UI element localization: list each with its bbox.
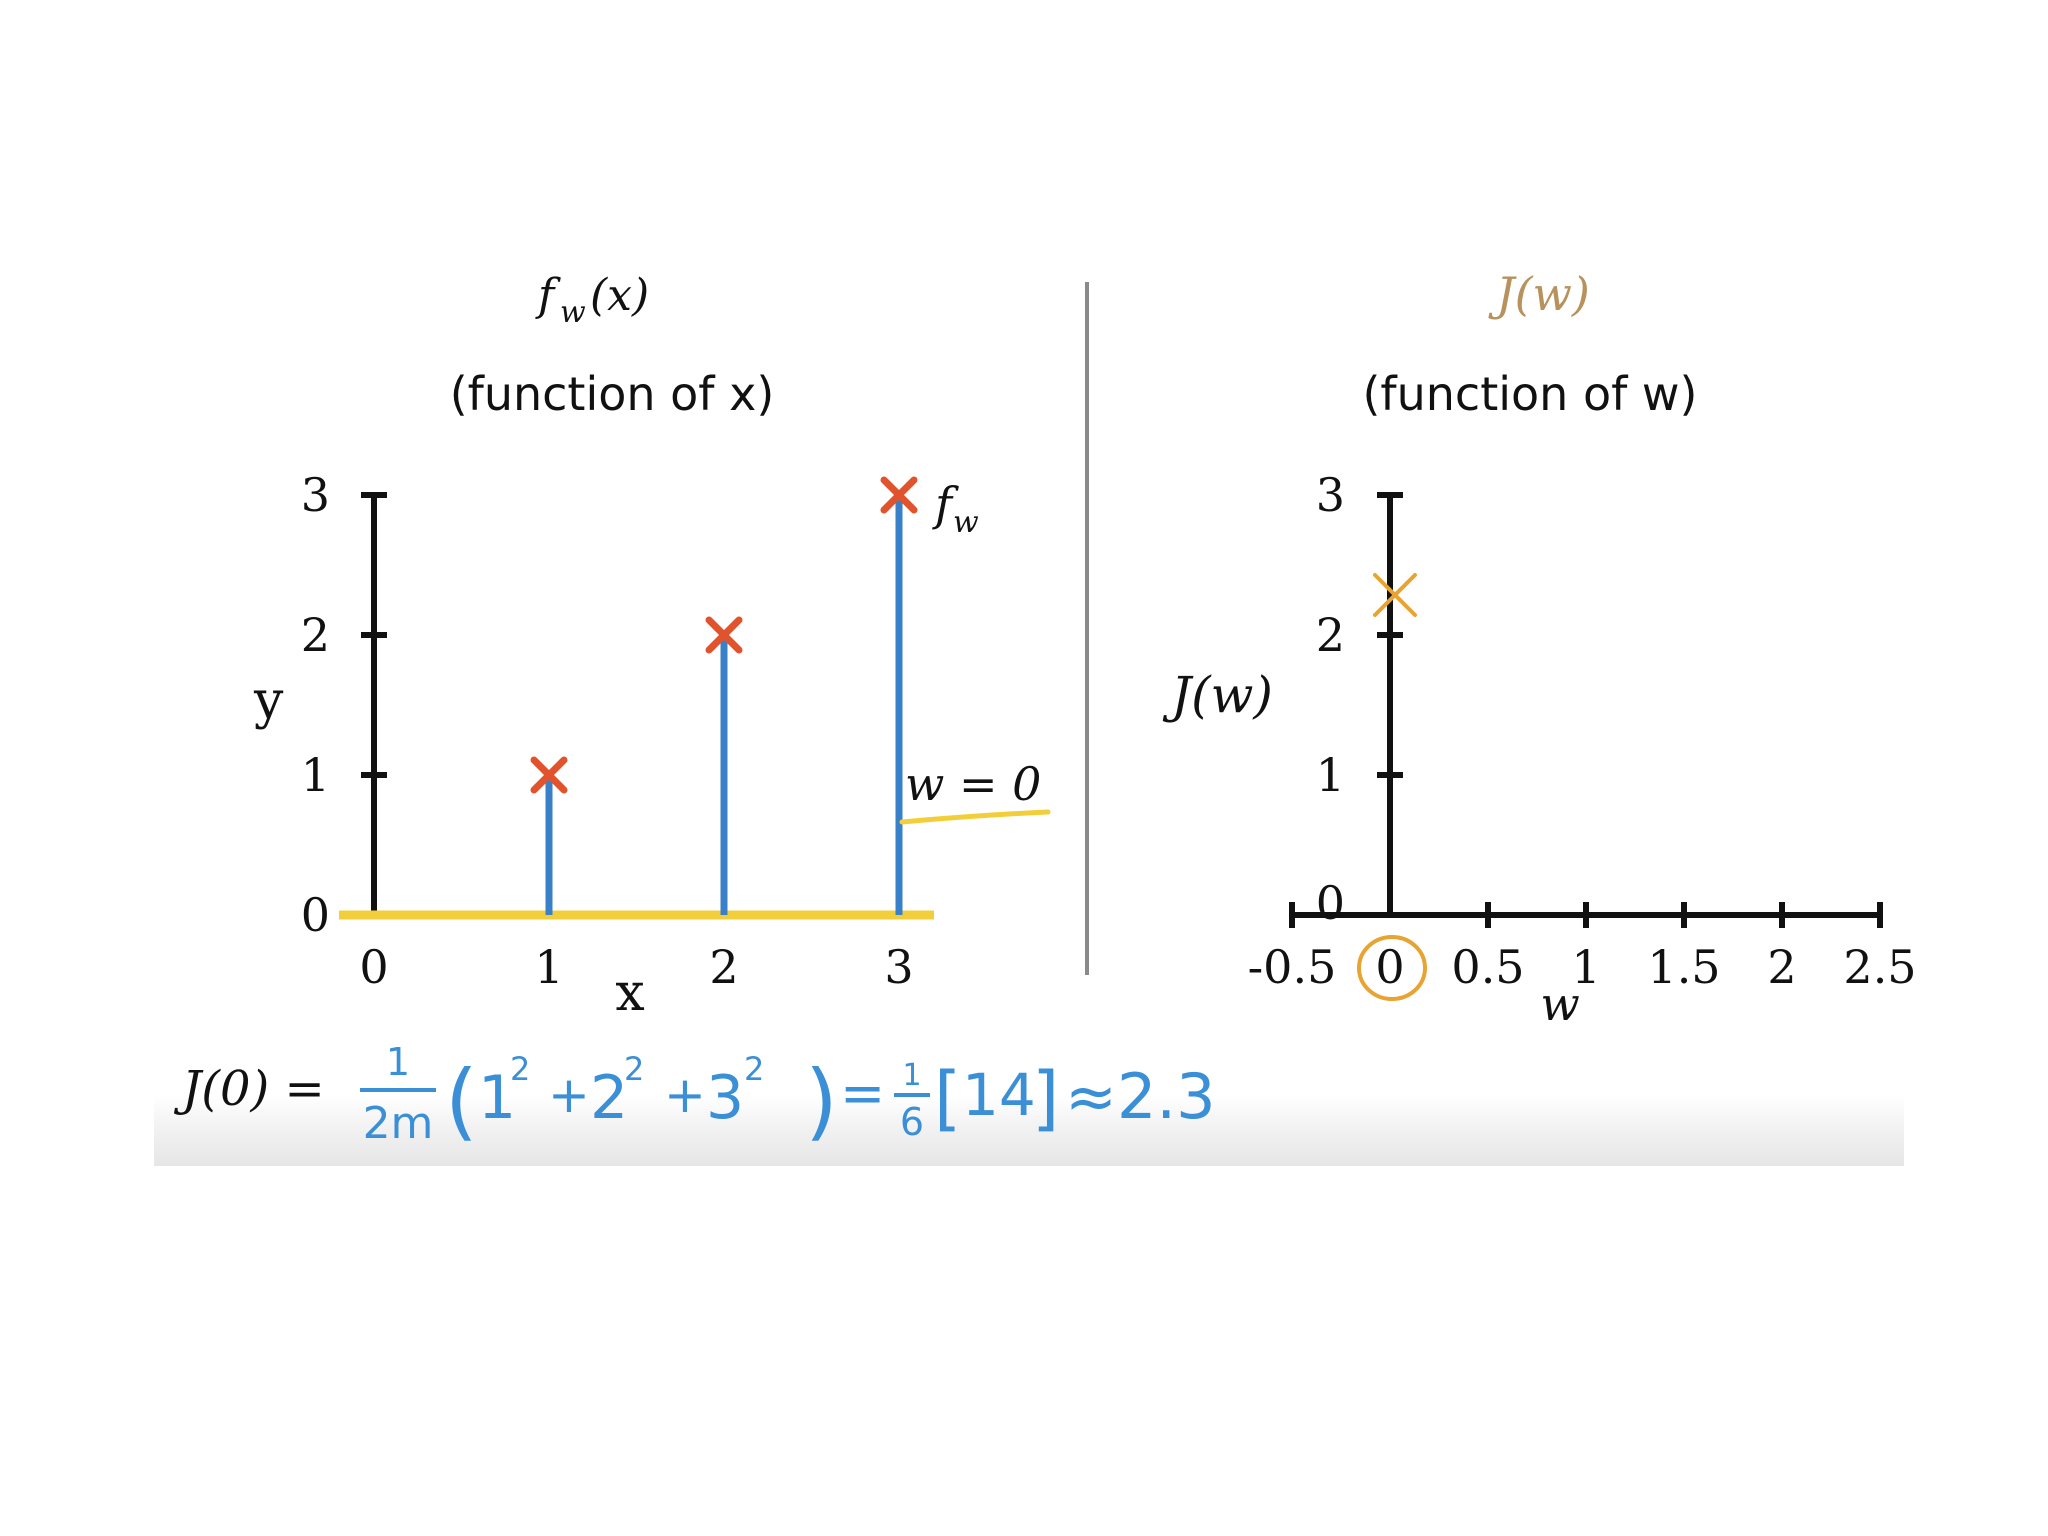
plus-1: + bbox=[548, 1066, 590, 1124]
plus-2: + bbox=[664, 1066, 706, 1124]
right-x-tick-label: 0.5 bbox=[1451, 940, 1524, 994]
left-y-tick-label: 1 bbox=[301, 748, 330, 802]
circled-w0-tick bbox=[1357, 935, 1427, 1001]
data-point-x bbox=[705, 616, 743, 654]
right-y-tick-label: 3 bbox=[1316, 468, 1345, 522]
frac1-numerator: 1 bbox=[386, 1040, 410, 1084]
term3-base: 3 bbox=[706, 1063, 744, 1133]
left-x-label: x bbox=[615, 963, 644, 1023]
f-w-line-label: f w bbox=[932, 477, 979, 540]
equation-lhs: J(0) = bbox=[173, 1061, 325, 1117]
approx-result: ≈2.3 bbox=[1065, 1060, 1216, 1133]
term1-exp: 2 bbox=[510, 1050, 530, 1088]
term1-base: 1 bbox=[478, 1063, 516, 1133]
w-equals-0-label: w = 0 bbox=[905, 757, 1041, 811]
frac2-denominator: 6 bbox=[900, 1100, 924, 1144]
right-y-ticks: 0 1 2 3 bbox=[1316, 468, 1403, 930]
right-x-ticks: -0.5 0 0.5 1 1.5 2 2.5 bbox=[1248, 902, 1917, 994]
left-y-tick-label: 0 bbox=[301, 888, 330, 942]
left-y-ticks: 0 1 2 3 bbox=[301, 468, 387, 942]
left-x-tick-label: 2 bbox=[709, 940, 738, 994]
term3-exp: 2 bbox=[744, 1050, 764, 1088]
right-x-tick-label: -0.5 bbox=[1248, 940, 1337, 994]
right-x-tick-label: 1 bbox=[1571, 940, 1600, 994]
frac2-numerator: 1 bbox=[902, 1058, 921, 1093]
equals-sign: = bbox=[840, 1062, 885, 1125]
cost-equation: J(0) = 1 2m ( 1 2 + 2 2 + 3 2 ) = 1 6 [ bbox=[173, 1040, 1216, 1150]
cost-points bbox=[1373, 573, 1417, 617]
left-chart-subtitle: (function of x) bbox=[450, 367, 775, 421]
right-x-label: w bbox=[1540, 977, 1579, 1031]
open-bracket: [ bbox=[934, 1057, 961, 1139]
right-y-label: J(w) bbox=[1162, 666, 1273, 724]
right-y-tick-label: 0 bbox=[1316, 876, 1345, 930]
cost-point-x bbox=[1373, 573, 1417, 617]
right-x-tick-label: 0 bbox=[1375, 940, 1404, 994]
left-title-rest: (x) bbox=[590, 270, 649, 321]
data-markers bbox=[530, 476, 918, 794]
handwritten-calculation: 1 2m ( 1 2 + 2 2 + 3 2 ) = 1 6 [ 14 ] bbox=[360, 1040, 1216, 1150]
w0-underline bbox=[899, 809, 1051, 825]
right-x-tick-label: 2 bbox=[1767, 940, 1796, 994]
right-x-tick-label: 1.5 bbox=[1647, 940, 1720, 994]
right-y-tick-label: 2 bbox=[1316, 608, 1345, 662]
right-chart-title: J(w) bbox=[1488, 267, 1590, 321]
left-chart: 0 1 2 3 0 1 2 3 y x f w w = 0 bbox=[253, 468, 1051, 1023]
left-x-tick-label: 3 bbox=[884, 940, 913, 994]
open-paren: ( bbox=[445, 1052, 478, 1150]
left-chart-title: f w (x) bbox=[535, 270, 649, 330]
fw-label-sub: w bbox=[953, 505, 979, 540]
right-y-tick-label: 1 bbox=[1316, 748, 1345, 802]
data-point-x bbox=[880, 476, 918, 514]
left-y-label: y bbox=[253, 671, 284, 731]
term2-exp: 2 bbox=[624, 1050, 644, 1088]
data-point-x bbox=[530, 756, 568, 794]
right-chart: 0 1 2 3 -0.5 0 0.5 1 1.5 2 2.5 J(w) w bbox=[1162, 468, 1917, 1031]
close-bracket: ] bbox=[1032, 1057, 1059, 1139]
term2-base: 2 bbox=[590, 1063, 628, 1133]
slide-panel bbox=[154, 0, 1904, 1166]
bracket-value: 14 bbox=[962, 1061, 1036, 1129]
left-x-tick-labels: 0 1 2 3 bbox=[359, 940, 913, 994]
left-x-tick-label: 1 bbox=[534, 940, 563, 994]
left-title-sub: w bbox=[560, 295, 586, 330]
left-y-tick-label: 3 bbox=[301, 468, 330, 522]
error-stems bbox=[545, 495, 903, 915]
right-chart-subtitle: (function of w) bbox=[1362, 367, 1697, 421]
left-x-tick-label: 0 bbox=[359, 940, 388, 994]
close-paren: ) bbox=[805, 1052, 838, 1150]
left-y-tick-label: 2 bbox=[301, 608, 330, 662]
frac1-denominator: 2m bbox=[363, 1098, 434, 1149]
right-x-tick-label: 2.5 bbox=[1843, 940, 1916, 994]
left-title-f: f bbox=[535, 270, 561, 321]
